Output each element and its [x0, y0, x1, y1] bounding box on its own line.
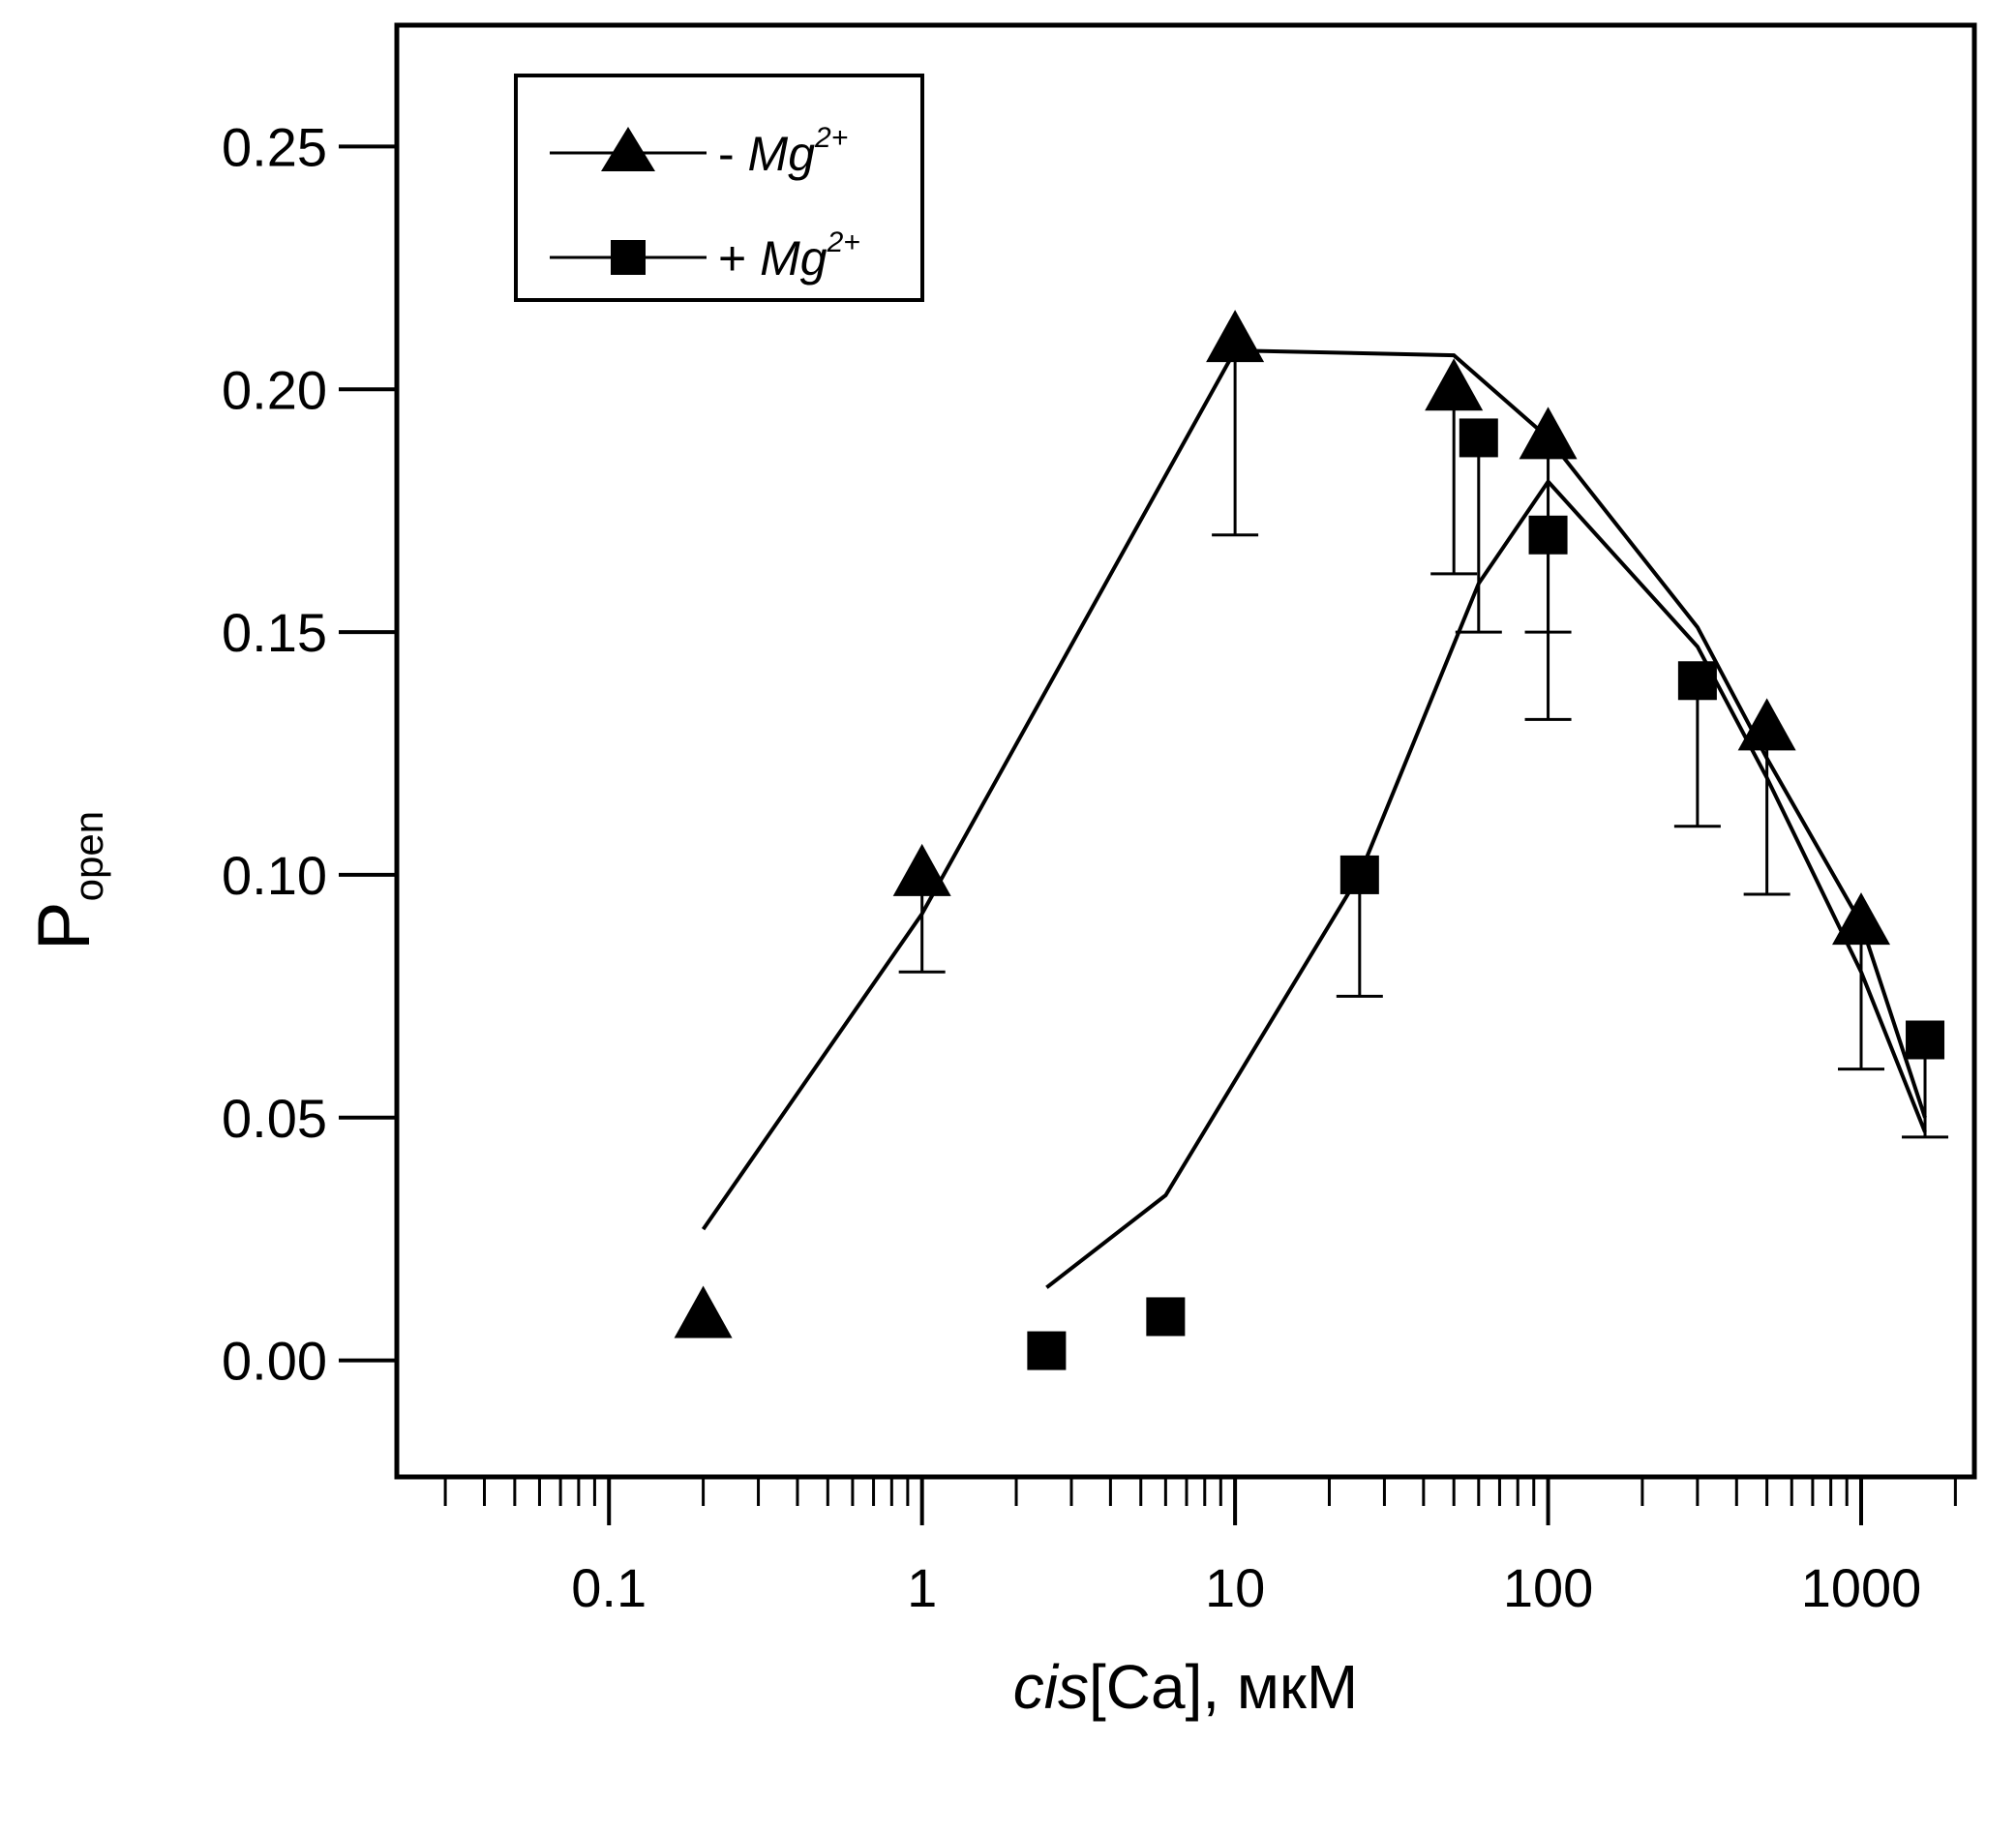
square-marker	[1906, 1020, 1945, 1060]
y-tick-label: 0.10	[222, 845, 327, 906]
legend-label-prefix: -	[718, 127, 748, 181]
square-marker	[1459, 418, 1498, 458]
fit-lines	[701, 348, 1927, 1289]
legend-label-base: Mg	[760, 231, 827, 286]
x-tick-label: 10	[1205, 1557, 1265, 1618]
error-bars	[898, 341, 1949, 1139]
y-tick-label: 0.15	[222, 602, 327, 663]
legend-square-marker	[611, 240, 646, 275]
svg-text:+ Mg2+: + Mg2+	[718, 226, 860, 286]
fit-line-series-1	[701, 348, 1927, 1231]
square-marker	[1339, 855, 1379, 894]
legend-label-sup: 2+	[827, 226, 860, 258]
square-marker	[1528, 515, 1568, 555]
x-tick-label: 100	[1503, 1557, 1593, 1618]
svg-text:- Mg2+: - Mg2+	[718, 122, 848, 181]
legend-entry-plus-mg: + Mg2+	[550, 226, 860, 286]
legend-label-prefix: +	[718, 231, 760, 286]
square-marker	[1027, 1331, 1067, 1370]
square-marker	[1677, 661, 1717, 701]
triangle-marker	[1737, 698, 1796, 751]
y-tick-label: 0.25	[222, 116, 327, 177]
triangle-marker	[1832, 892, 1891, 946]
legend: - Mg2+ + Mg2+	[514, 74, 924, 302]
x-tick-label: 0.1	[571, 1557, 647, 1618]
y-axis: 0.00 0.05 0.10 0.15 0.20 0.25	[222, 116, 397, 1392]
y-tick-label: 0.05	[222, 1088, 327, 1149]
data-points	[674, 310, 1945, 1370]
legend-label-sup: 2+	[814, 122, 848, 154]
fit-line-series-2	[1045, 478, 1927, 1289]
svg-text:Popen: Popen	[23, 811, 111, 950]
triangle-marker	[1206, 310, 1265, 363]
y-axis-title-sub: open	[66, 811, 111, 901]
square-marker	[1146, 1297, 1186, 1337]
legend-box	[514, 74, 924, 302]
triangle-marker	[1425, 358, 1484, 411]
triangle-marker	[674, 1285, 733, 1339]
y-tick-label: 0.00	[222, 1331, 327, 1392]
triangle-marker	[892, 843, 951, 896]
x-tick-label: 1	[907, 1557, 937, 1618]
y-axis-title-main: P	[23, 901, 105, 950]
x-tick-label: 1000	[1801, 1557, 1922, 1618]
legend-label-base: Mg	[748, 127, 816, 181]
triangle-marker	[1519, 406, 1578, 460]
legend-entry-minus-mg: - Mg2+	[550, 122, 848, 181]
x-axis-title: cis[Ca], мкМ	[1013, 1652, 1358, 1722]
y-axis-title: Popen	[23, 811, 111, 950]
x-axis: 0.1 1 10 100 1000	[443, 1477, 1957, 1618]
legend-triangle-marker	[601, 127, 655, 171]
y-tick-label: 0.20	[222, 359, 327, 420]
